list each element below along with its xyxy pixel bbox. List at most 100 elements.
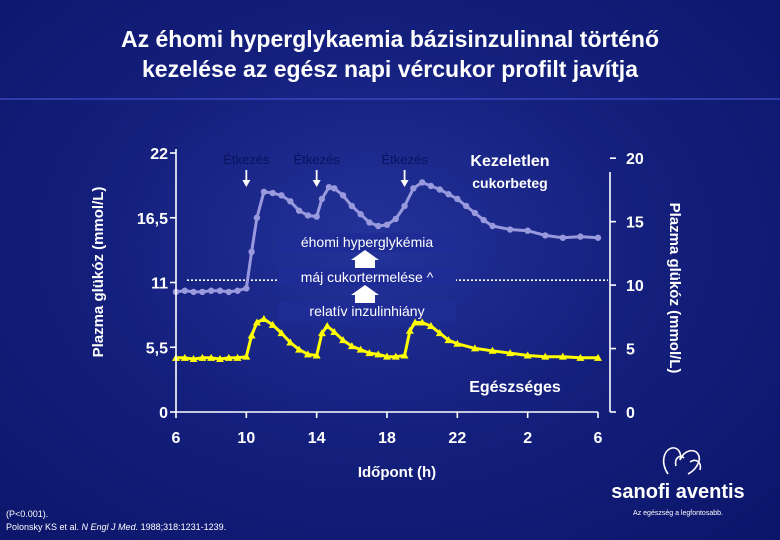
healthy-data-point: [295, 345, 304, 353]
untreated-data-point: [278, 192, 285, 199]
healthy-data-point: [198, 353, 207, 361]
healthy-data-point: [435, 329, 444, 337]
healthy-data-point: [252, 318, 261, 326]
citation-authors: Polonsky KS et al.: [6, 522, 82, 532]
untreated-data-point: [269, 189, 276, 197]
meal-label: Étkezés: [294, 152, 341, 167]
y-left-tick-label: 5,5: [146, 340, 168, 357]
untreated-data-point: [243, 285, 250, 292]
meal-arrow-head: [400, 180, 409, 187]
healthy-data-point: [215, 355, 224, 363]
x-tick-label: 22: [448, 430, 466, 447]
x-tick-label: 6: [172, 430, 181, 447]
untreated-data-point: [445, 191, 452, 198]
healthy-data-point: [523, 351, 532, 359]
x-tick-label: 14: [308, 430, 326, 447]
healthy-data-point: [323, 322, 332, 330]
healthy-data-point: [180, 353, 189, 361]
untreated-data-point: [594, 234, 602, 241]
logo-bird-icon: [662, 447, 702, 475]
untreated-data-point: [506, 226, 514, 233]
healthy-data-point: [242, 352, 251, 360]
untreated-data-point: [471, 209, 479, 217]
untreated-data-point: [427, 182, 435, 190]
untreated-data-point: [462, 202, 470, 210]
untreated-data-point: [348, 202, 356, 210]
citation-journal: N Engl J Med.: [82, 522, 139, 532]
liver-output-box: [278, 267, 456, 286]
untreated-data-point: [225, 288, 232, 296]
meal-markers: Étkezés Étkezés Étkezés: [223, 152, 428, 187]
healthy-data-point: [444, 336, 453, 344]
untreated-data-point: [325, 183, 333, 191]
untreated-data-point: [366, 219, 373, 226]
untreated-data-point: [318, 195, 326, 203]
healthy-data-point: [383, 352, 391, 360]
untreated-data-point: [339, 192, 347, 199]
x-tick-label: 10: [237, 430, 255, 447]
y-axis-left-label: Plazma glükóz (mmol/L): [90, 187, 107, 358]
meal-arrow-head: [312, 180, 321, 187]
healthy-data-point: [576, 353, 585, 361]
healthy-series-label: Egészséges: [469, 379, 561, 396]
untreated-data-point: [418, 179, 426, 186]
healthy-data-point: [330, 327, 339, 335]
x-axis-label: Időpont (h): [358, 464, 436, 481]
x-tick-label: 6: [594, 430, 603, 447]
untreated-data-point: [454, 195, 461, 203]
healthy-data-point: [247, 331, 256, 339]
untreated-data-point: [248, 248, 255, 256]
untreated-data-point: [199, 288, 206, 296]
meal-arrow-head: [242, 180, 251, 187]
healthy-data-point: [541, 352, 550, 360]
healthy-data-point: [339, 336, 348, 344]
sanofi-aventis-logo: sanofi aventis Az egészség a legfontosab…: [611, 447, 745, 517]
untreated-data-point: [542, 232, 549, 239]
logo-tagline: Az egészség a legfontosabb.: [633, 510, 723, 517]
citation-details: 1988;318:1231-1239.: [138, 522, 226, 532]
insulin-deficiency-box: [278, 302, 456, 321]
untreated-data-point: [207, 287, 215, 294]
healthy-data-point: [224, 353, 233, 361]
untreated-data-point: [260, 188, 268, 196]
healthy-data-point: [594, 353, 602, 361]
y-left-tick-label: 22: [150, 146, 168, 163]
y-axis-right-label: Plazma glükóz (mmol/L): [666, 203, 683, 374]
untreated-data-point: [383, 221, 391, 229]
healthy-data-point: [259, 314, 268, 322]
untreated-series-label: Kezeletlen: [470, 153, 549, 170]
healthy-data-point: [374, 350, 383, 358]
y-left-tick-label: 16,5: [137, 211, 168, 228]
y-right-tick-label: 5: [626, 342, 635, 359]
untreated-data-point: [313, 213, 320, 220]
arrow-up-icon: [351, 250, 379, 268]
y-right-tick-label: 20: [626, 151, 644, 168]
untreated-data-point: [295, 207, 303, 214]
untreated-data-point: [331, 185, 338, 192]
annotation-boxes: [278, 233, 456, 321]
healthy-data-point: [411, 318, 420, 326]
y-right-tick-label: 10: [626, 278, 644, 295]
untreated-data-point: [181, 287, 188, 294]
series-layer: [172, 179, 602, 363]
healthy-data-point: [418, 318, 427, 326]
untreated-data-point: [410, 185, 417, 192]
untreated-data-point: [234, 287, 241, 294]
meal-label: Étkezés: [223, 152, 270, 167]
healthy-data-point: [391, 352, 400, 360]
logo-wordmark: sanofi aventis: [611, 481, 744, 503]
healthy-data-point: [405, 326, 414, 334]
citation: Polonsky KS et al. N Engl J Med. 1988;31…: [6, 522, 226, 532]
healthy-data-point: [506, 349, 515, 357]
healthy-data-point: [453, 339, 462, 347]
untreated-data-point: [577, 233, 584, 240]
healthy-data-point: [207, 353, 216, 361]
untreated-data-point: [401, 202, 408, 210]
x-tick-label: 2: [523, 430, 532, 447]
healthy-data-point: [317, 329, 326, 337]
healthy-data-point: [312, 351, 321, 359]
y-left-tick-label: 0: [159, 405, 168, 422]
healthy-data-point: [400, 351, 409, 359]
